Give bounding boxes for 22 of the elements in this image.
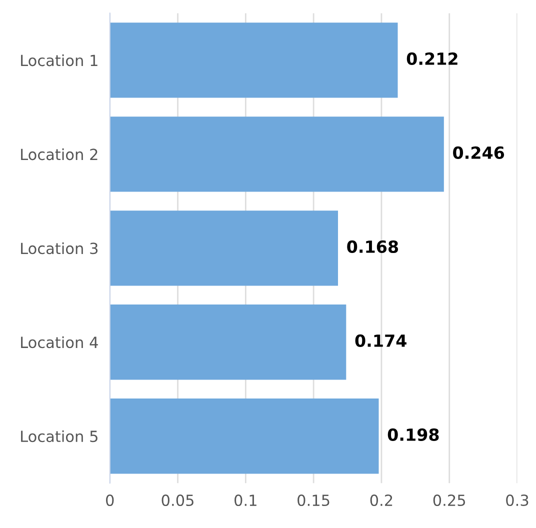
y-tick-label: Location 1: [21, 54, 98, 66]
bar: [110, 22, 398, 98]
y-tick-label: Location 3: [21, 242, 98, 254]
x-tick-label: 0.15: [298, 494, 330, 506]
bar: [110, 210, 338, 286]
data-label: 0.198: [388, 428, 439, 441]
x-tick-label: 0: [106, 494, 114, 506]
x-tick-label: 0.25: [433, 494, 466, 506]
bar: [110, 398, 379, 474]
data-label: 0.212: [406, 52, 458, 66]
x-tick-label: 0.05: [162, 494, 194, 506]
bar: [110, 304, 346, 380]
x-tick-label: 0.1: [234, 494, 256, 506]
data-label: 0.174: [355, 334, 406, 347]
y-tick-label: Location 5: [21, 430, 98, 442]
data-label: 0.246: [453, 146, 504, 160]
y-tick-label: Location 4: [21, 336, 98, 348]
data-label: 0.168: [347, 240, 398, 253]
x-tick-label: 0.2: [370, 494, 392, 506]
y-tick-label: Location 2: [21, 148, 98, 160]
bar: [110, 116, 444, 192]
x-tick-label: 0.3: [506, 494, 528, 506]
